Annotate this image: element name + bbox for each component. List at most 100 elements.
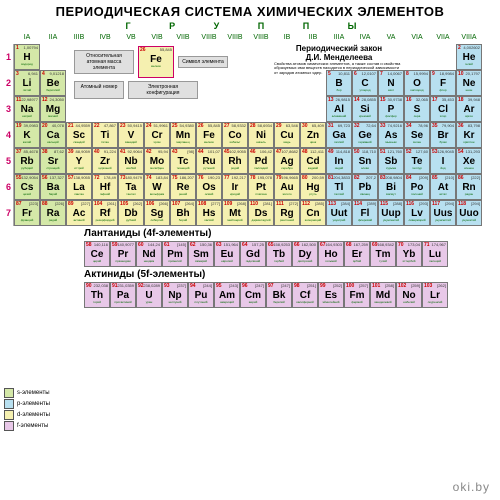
element-cell-Hg: 80200,59 Hgртуть xyxy=(300,174,326,200)
element-cell-Na: 1122,98977 Naнатрий xyxy=(14,96,40,122)
element-cell-Os: 76190,23 Osосмий xyxy=(196,174,222,200)
element-cell-V: 2350,9415 Vванадий xyxy=(118,122,144,148)
element-cell-Gd: 64157,25 Gdгадолиний xyxy=(240,241,266,267)
element-cell-Bi: 83208,9804 Biвисмут xyxy=(378,174,404,200)
group-label: VIIIB xyxy=(222,32,248,44)
element-cell-Uus: 117[294] Uusунунсептий xyxy=(430,200,456,226)
element-cell-Be: 49,01218 Beбериллий xyxy=(40,70,66,96)
element-cell-Cs: 55132,9054 Csцезий xyxy=(14,174,40,200)
element-cell-Ge: 3272,64 Geгерманий xyxy=(352,122,378,148)
element-cell-Hs: 108[277] Hsхассий xyxy=(196,200,222,226)
element-cell-Rn: 86[222] Rnрадон xyxy=(456,174,482,200)
element-cell-Cr: 2451,9961 Crхром xyxy=(144,122,170,148)
element-cell-Ru: 44101,07 Ruрутений xyxy=(196,148,222,174)
element-cell-Ds: 110[281] Dsдармштадтий xyxy=(248,200,274,226)
page-title: ПЕРИОДИЧЕСКАЯ СИСТЕМА ХИМИЧЕСКИХ ЭЛЕМЕНТ… xyxy=(4,4,496,19)
element-cell-Md: 101[258] Mdменделевий xyxy=(370,282,396,308)
element-cell-Dy: 66162,500 Dyдиспрозий xyxy=(292,241,318,267)
law-block: Периодический закон Д.И. Менделеева Свой… xyxy=(274,44,404,75)
element-cell-Rg: 111[272] Rgрентгений xyxy=(274,200,300,226)
element-cell-Mg: 1224,3050 Mgмагний xyxy=(40,96,66,122)
element-cell-Mn: 2554,9380 Mnмарганец xyxy=(170,122,196,148)
element-cell-W: 74183,84 Wвольфрам xyxy=(144,174,170,200)
element-cell-Ra: 88[226] Raрадий xyxy=(40,200,66,226)
note-number: Атомный номер xyxy=(74,81,124,99)
element-cell-Uup: 115[288] Uupунунпентий xyxy=(378,200,404,226)
period-number: 2 xyxy=(4,70,14,96)
period-number: 3 xyxy=(4,96,14,122)
element-cell-U: 92238,0289 Uуран xyxy=(136,282,162,308)
period-number: 7 xyxy=(4,200,14,226)
element-cell-In: 49114,818 Inиндий xyxy=(326,148,352,174)
element-cell-Kr: 3683,798 Krкриптон xyxy=(456,122,482,148)
element-cell-Cf: 98[251] Cfкалифорний xyxy=(292,282,318,308)
element-cell-P: 1530,9738 Pфосфор xyxy=(378,96,404,122)
element-cell-Sn: 50118,710 Snолово xyxy=(352,148,378,174)
group-label: IB xyxy=(274,32,300,44)
group-label: IIIB xyxy=(66,32,92,44)
element-cell-Ca: 2040,078 Caкальций xyxy=(40,122,66,148)
element-cell-Nd: 60144,24 Ndнеодим xyxy=(136,241,162,267)
element-cell-Ba: 56137,327 Baбарий xyxy=(40,174,66,200)
element-cell-Yb: 70173,04 Ybиттербий xyxy=(396,241,422,267)
element-cell-At: 85[210] Atастат xyxy=(430,174,456,200)
element-cell-K: 1939,0983 Kкалий xyxy=(14,122,40,148)
element-cell-Er: 68167,259 Erэрбий xyxy=(344,241,370,267)
element-cell-Xe: 54131,293 Xeксенон xyxy=(456,148,482,174)
period-number: 6 xyxy=(4,174,14,200)
actinides-row: 90232,038 Thторий 91231,0359 Paпротактин… xyxy=(84,282,496,308)
element-cell-Uut: 113[284] Uutунунтрий xyxy=(326,200,352,226)
element-cell-Pu: 94[244] Puплутоний xyxy=(188,282,214,308)
element-cell-Rb: 3785,4678 Rbрубидий xyxy=(14,148,40,174)
group-label: VIB xyxy=(144,32,170,44)
group-label: VIIIA xyxy=(456,32,482,44)
element-cell-Pd: 46106,42 Pdпалладий xyxy=(248,148,274,174)
element-cell-Mt: 109[268] Mtмейтнерий xyxy=(222,200,248,226)
element-cell-Sm: 62150,36 Smсамарий xyxy=(188,241,214,267)
group-label: IA xyxy=(14,32,40,44)
element-cell-Lv: 116[293] Lvливерморий xyxy=(404,200,430,226)
element-cell-O: 815,9994 Oкислород xyxy=(404,70,430,96)
element-cell-Sb: 51121,760 Sbсурьма xyxy=(378,148,404,174)
element-cell-No: 102[259] Noнобелий xyxy=(396,282,422,308)
element-cell-Pm: 61[145] Pmпрометий xyxy=(162,241,188,267)
group-label: VIIIB xyxy=(196,32,222,44)
group-label: IVB xyxy=(92,32,118,44)
element-cell-Ar: 1839,948 Arаргон xyxy=(456,96,482,122)
element-cell-Ac: 89[227] Acактиний xyxy=(66,200,92,226)
group-label: IIA xyxy=(40,32,66,44)
note-symbol: Символ элемента xyxy=(178,56,228,68)
period-number: 5 xyxy=(4,148,14,174)
element-cell-Rf: 104[261] Rfрезерфордий xyxy=(92,200,118,226)
actinides-label: Актиниды (5f-элементы) xyxy=(84,269,496,280)
element-cell-Mo: 4295,94 Moмолибден xyxy=(144,148,170,174)
element-cell-Co: 2758,9332 Coкобальт xyxy=(222,122,248,148)
element-cell-Pa: 91231,0359 Paпротактиний xyxy=(110,282,136,308)
lanthanides-label: Лантаниды (4f-элементы) xyxy=(84,228,496,239)
element-cell-Tc: 43[98] Tcтехнеций xyxy=(170,148,196,174)
element-cell-Li: 36,941 Liлитий xyxy=(14,70,40,96)
element-cell-Sr: 3887,62 Srстронций xyxy=(40,148,66,174)
period-number: 1 xyxy=(4,44,14,70)
element-cell-H: 11,00794 Hводород xyxy=(14,44,40,70)
lanthanides-row: 58140,116 Ceцерий 59140,9077 Prпразеодим… xyxy=(84,241,496,267)
groups-header: Г Р У П П Ы xyxy=(4,21,496,31)
element-cell-Sc: 2144,9559 Scскандий xyxy=(66,122,92,148)
element-cell-Al: 1326,9815 Alалюминий xyxy=(326,96,352,122)
element-cell-Re: 75186,207 Reрений xyxy=(170,174,196,200)
element-cell-Zn: 3065,409 Znцинк xyxy=(300,122,326,148)
element-cell-Y: 3988,9059 Yиттрий xyxy=(66,148,92,174)
group-label: IVA xyxy=(352,32,378,44)
element-cell-Ta: 73180,9479 Taтантал xyxy=(118,174,144,200)
element-cell-Db: 105[262] Dbдубний xyxy=(118,200,144,226)
element-cell-Ag: 47107,8682 Agсеребро xyxy=(274,148,300,174)
element-cell-La: 57138,9055 Laлантан xyxy=(66,174,92,200)
element-cell-Tm: 69168,9342 Tmтулий xyxy=(370,241,396,267)
group-label: VB xyxy=(118,32,144,44)
example-cell: 26 55,845 Fe железо xyxy=(138,46,174,78)
element-cell-Tb: 65158,9253 Tbтербий xyxy=(266,241,292,267)
element-cell-Br: 3579,904 Brбром xyxy=(430,122,456,148)
element-cell-Bk: 97[247] Bkберклий xyxy=(266,282,292,308)
element-cell-Lr: 103[262] Lrлоуренсий xyxy=(422,282,448,308)
element-cell-F: 918,9984 Fфтор xyxy=(430,70,456,96)
